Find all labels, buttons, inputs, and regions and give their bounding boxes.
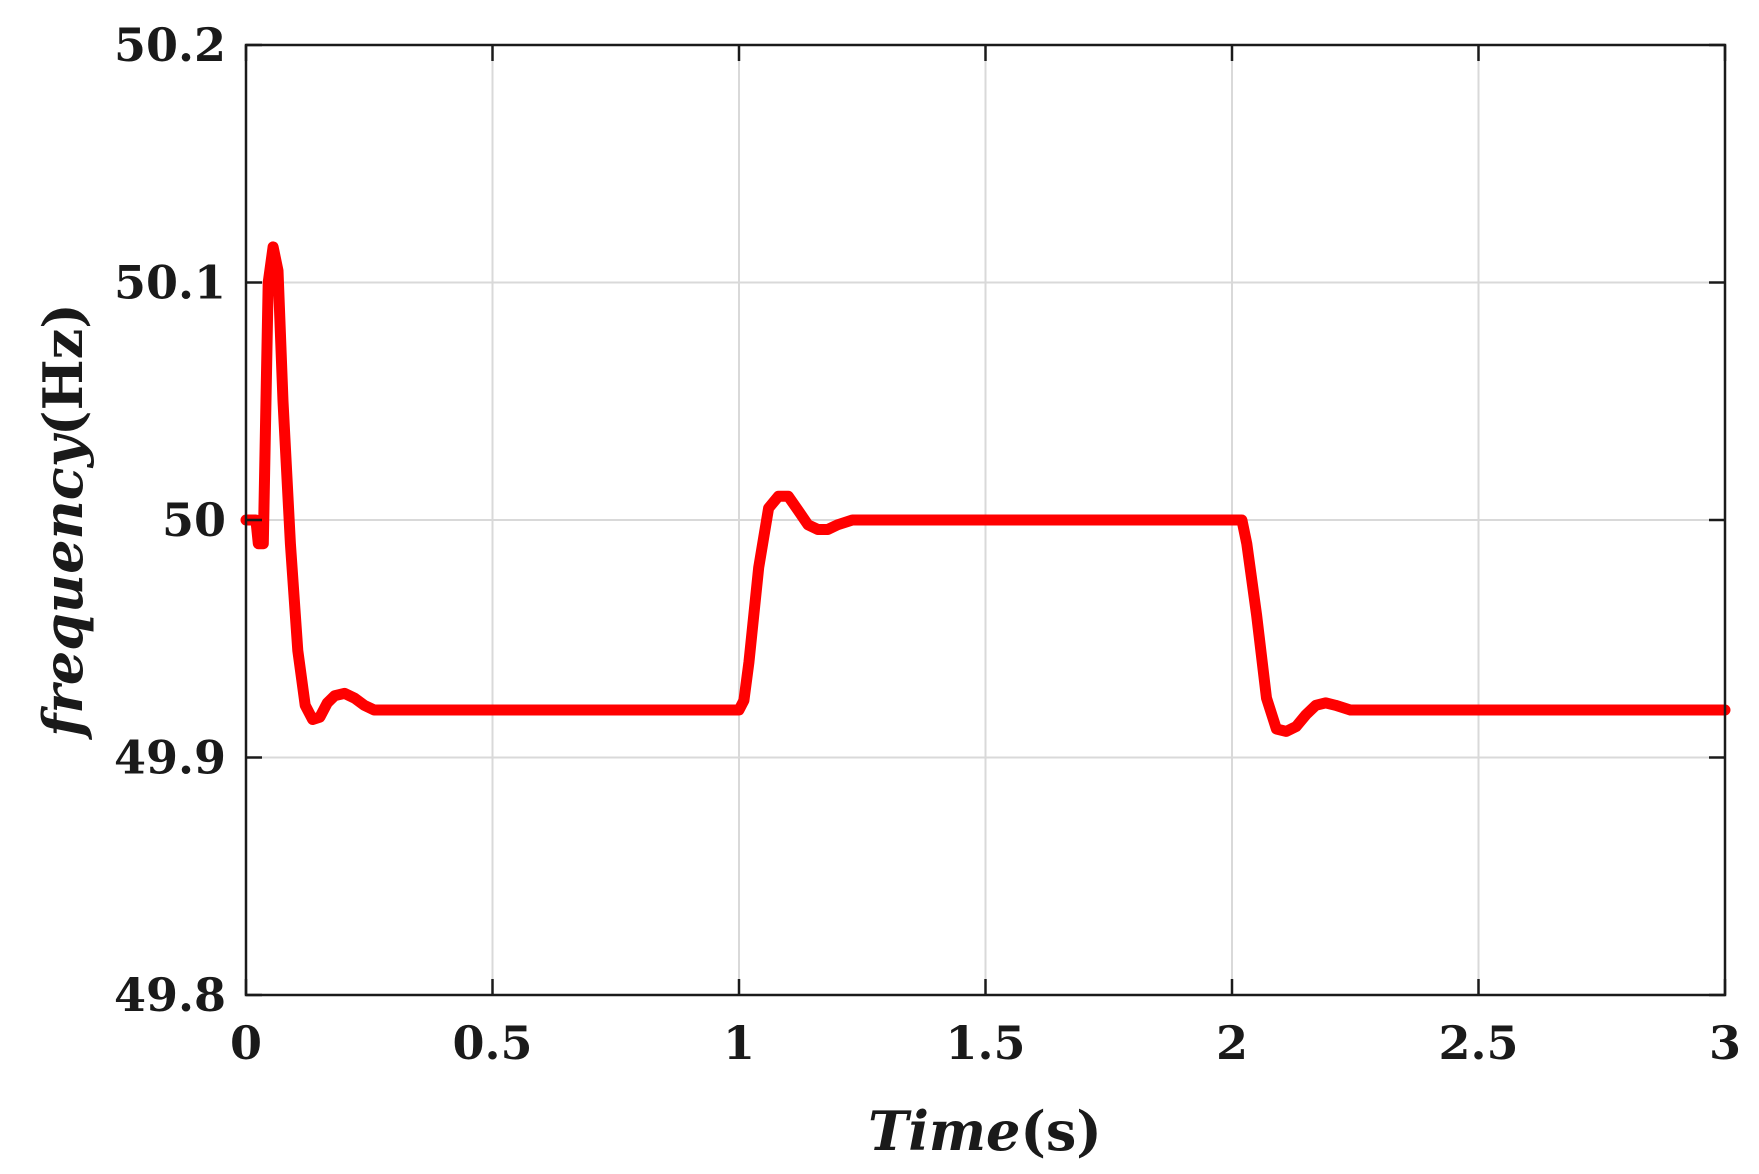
x-axis-title-unit: (s) [1020, 1099, 1102, 1163]
y-axis-title: frequency(Hz) [31, 303, 95, 741]
x-tick-label: 2 [1216, 1016, 1248, 1070]
frequency-series-line [240, 241, 1731, 737]
x-tick-label: 0.5 [452, 1016, 532, 1070]
y-tick-labels: 49.8 49.9 50 50.1 50.2 [114, 18, 226, 1022]
y-tick-label: 49.9 [114, 731, 226, 785]
x-tick-label: 0 [230, 1016, 262, 1070]
x-tick-label: 1.5 [945, 1016, 1025, 1070]
tick-marks [244, 43, 1727, 997]
y-tick-label: 49.8 [114, 968, 226, 1022]
x-tick-labels: 0 0.5 1 1.5 2 2.5 3 [230, 1016, 1741, 1070]
y-tick-label: 50.2 [114, 18, 226, 72]
y-tick-label: 50.1 [114, 256, 226, 310]
series-layer [240, 241, 1731, 737]
x-tick-label: 1 [723, 1016, 755, 1070]
x-axis-title-italic: Time [868, 1099, 1020, 1163]
x-tick-label: 3 [1709, 1016, 1741, 1070]
x-axis-title: Time(s) [868, 1099, 1102, 1163]
x-tick-label: 2.5 [1438, 1016, 1518, 1070]
y-axis-title-italic: frequency [31, 432, 95, 741]
y-axis-title-unit: (Hz) [31, 303, 95, 436]
y-tick-label: 50 [162, 493, 226, 547]
